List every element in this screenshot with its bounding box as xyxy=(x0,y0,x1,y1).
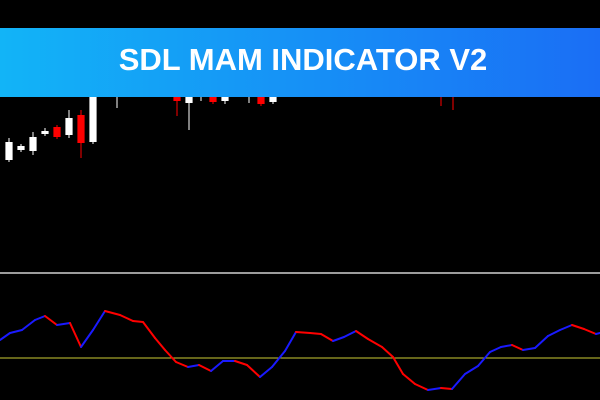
indicator-segment xyxy=(343,330,357,338)
indicator-segment xyxy=(198,364,212,372)
candle-body xyxy=(5,142,13,160)
indicator-segment xyxy=(392,356,404,375)
indicator-segment xyxy=(104,310,121,316)
indicator-segment xyxy=(119,314,134,322)
banner-title: SDL MAM INDICATOR V2 xyxy=(119,42,488,77)
indicator-segment xyxy=(154,337,166,351)
indicator-segment xyxy=(164,349,177,363)
indicator-segment xyxy=(500,344,513,348)
indicator-segment xyxy=(259,366,273,378)
indicator-segment xyxy=(132,320,144,323)
indicator-segment xyxy=(477,351,491,367)
indicator-segment xyxy=(522,347,536,351)
indicator-segment xyxy=(9,329,23,334)
indicator-segment xyxy=(56,322,71,326)
indicator-segment xyxy=(367,338,383,348)
candle-body xyxy=(53,127,61,137)
indicator-segment xyxy=(381,346,394,358)
indicator-segment xyxy=(332,336,345,342)
indicator-segment xyxy=(427,387,442,391)
indicator-segment xyxy=(284,331,297,352)
candle-body xyxy=(77,115,85,143)
indicator-segment xyxy=(451,373,466,390)
indicator-segment xyxy=(21,319,36,331)
indicator-segment xyxy=(547,329,561,337)
indicator-segment xyxy=(210,360,224,372)
indicator-segment xyxy=(175,361,189,368)
indicator-segment xyxy=(402,373,416,385)
indicator-segment xyxy=(80,329,94,348)
indicator-segment xyxy=(44,315,58,326)
candle-body xyxy=(65,118,73,135)
indicator-segment xyxy=(534,335,549,349)
indicator-segment xyxy=(511,344,524,351)
candle-body xyxy=(17,146,25,150)
indicator-segment xyxy=(234,360,248,366)
indicator-segment xyxy=(489,346,502,353)
indicator-segment xyxy=(246,364,261,378)
indicator-segment xyxy=(320,333,334,342)
indicator-segment xyxy=(595,332,600,335)
indicator-segment xyxy=(414,383,429,391)
indicator-segment xyxy=(92,310,106,331)
banner xyxy=(0,28,600,97)
indicator-segment xyxy=(271,350,286,368)
indicator-segment xyxy=(295,331,311,334)
indicator-segment xyxy=(583,328,597,335)
candle-body xyxy=(29,137,37,151)
indicator-segment xyxy=(142,321,156,339)
indicator-segment xyxy=(187,364,200,368)
indicator-segment xyxy=(355,330,369,340)
indicator-segment xyxy=(0,332,11,341)
indicator-segment xyxy=(559,324,573,331)
indicator-segment xyxy=(69,322,82,348)
indicator-segment xyxy=(571,324,585,330)
indicator-segment xyxy=(440,387,453,390)
candle-body xyxy=(89,97,97,142)
indicator-segment xyxy=(34,315,46,321)
candle-body xyxy=(41,131,49,134)
indicator-segment xyxy=(309,332,322,335)
indicator-panel xyxy=(0,310,600,391)
indicator-segment xyxy=(464,365,479,375)
